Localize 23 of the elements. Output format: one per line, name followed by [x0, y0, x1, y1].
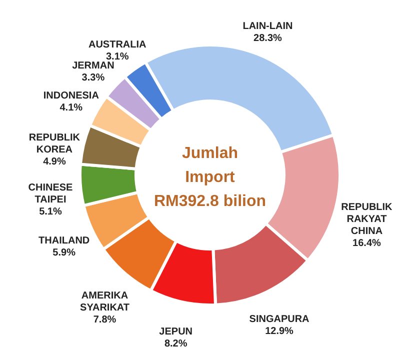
slice-label: REPUBLIK RAKYAT CHINA: [341, 202, 394, 238]
data-label: 4.9%: [43, 156, 66, 168]
slice-label: AMERIKA SYARIKAT: [80, 290, 130, 314]
data-label: 5.9%: [52, 248, 76, 259]
data-label: 12.9%: [265, 326, 294, 338]
slice-label: REPUBLIK KOREA: [28, 132, 81, 156]
slice-label: THAILAND: [38, 236, 90, 247]
slice-label: JERMAN: [72, 60, 114, 72]
data-label: 3.1%: [106, 52, 129, 63]
data-label: 28.3%: [254, 32, 282, 44]
slice-label: SINGAPURA: [249, 314, 310, 326]
slice-label: INDONESIA: [43, 90, 99, 102]
data-label: 5.1%: [39, 206, 62, 218]
slice-label: JEPUN: [159, 326, 193, 338]
text: Jumlah Import RM392.8 bilion: [154, 145, 266, 210]
slice-label: LAIN-LAIN: [242, 20, 293, 32]
data-label: 8.2%: [164, 338, 188, 350]
slice-label: AUSTRALIA: [88, 40, 146, 51]
data-label: 16.4%: [352, 238, 382, 250]
data-label: 3.3%: [82, 72, 105, 84]
data-label: 7.8%: [93, 314, 116, 326]
data-label: 4.1%: [60, 102, 83, 114]
slice-label: CHINESE TAIPEI: [28, 182, 74, 206]
